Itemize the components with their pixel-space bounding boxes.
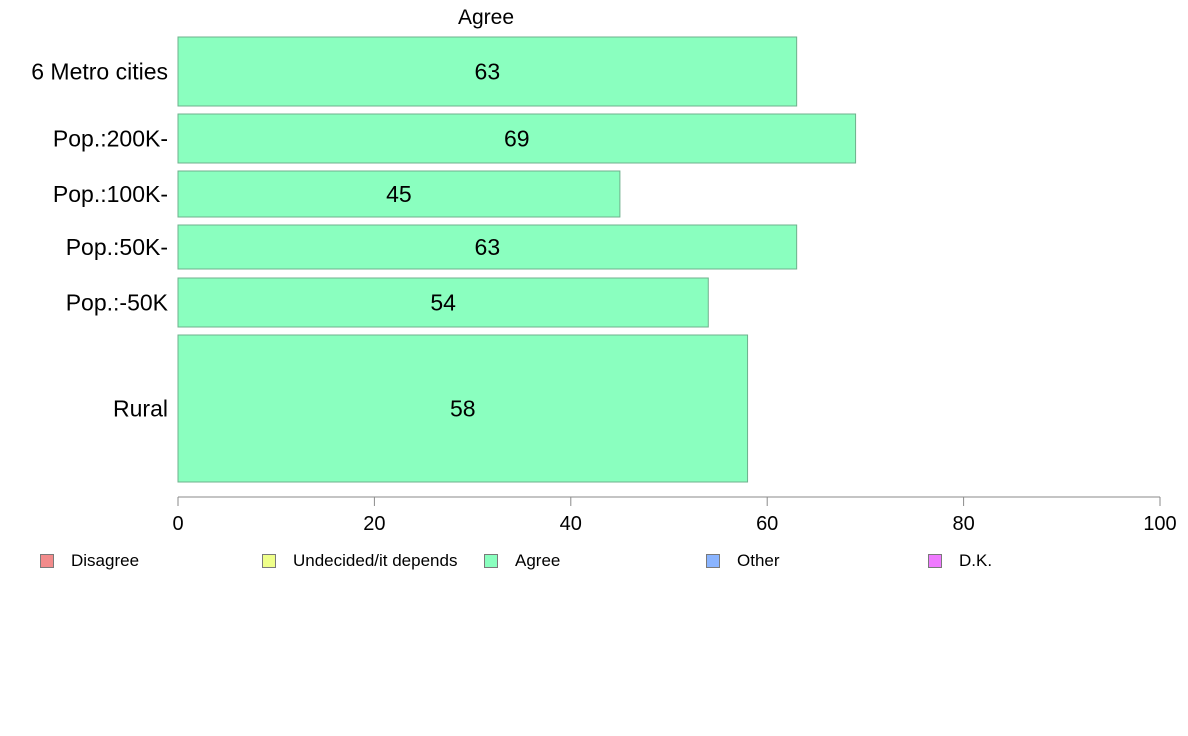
legend-swatch-undecided [262,554,276,568]
legend-item-undecided: Undecided/it depends [262,548,457,574]
category-label-6-metro-cities: 6 Metro cities [31,59,168,85]
legend-swatch-dk [928,554,942,568]
category-label-pop-200k: Pop.:200K- [53,126,168,152]
data-label-pop-100k: 45 [386,181,412,207]
x-tick-label-0: 0 [172,513,183,535]
x-tick-label-60: 60 [756,513,778,535]
bar-pop-100k [177,170,621,218]
x-tick-label-20: 20 [363,513,385,535]
legend-swatch-other [706,554,720,568]
bar-pop-50k [177,224,798,270]
data-label-pop-50k: 63 [475,234,501,260]
bar-chart: Agree 63 6 Metro cities 69 Pop.:200K- 45 Pop.… [31,6,1176,535]
x-tick-label-80: 80 [952,513,974,535]
category-label-pop-50k: Pop.:50K- [66,234,168,260]
data-label-rural: 58 [450,396,476,422]
data-label-6-metro-cities: 63 [475,59,501,85]
x-tick-label-40: 40 [560,513,582,535]
legend-swatch-disagree [40,554,54,568]
x-tick-label-100: 100 [1143,513,1176,535]
legend: Disagree Undecided/it depends Agree Othe… [0,548,1188,574]
bar-pop-50k [177,277,709,328]
category-label-rural: Rural [113,396,168,422]
chart-title: Agree [458,6,514,29]
bar-rural [177,334,749,483]
legend-item-agree: Agree [484,548,560,574]
bar-6-metro-cities [177,36,798,107]
category-label-pop-50k: Pop.:-50K [66,290,169,316]
data-label-pop-50k: 54 [430,290,456,316]
legend-label-disagree: Disagree [71,551,140,570]
category-label-pop-100k: Pop.:100K- [53,181,168,207]
legend-swatch-agree [484,554,498,568]
legend-item-other: Other [706,548,780,574]
legend-label-agree: Agree [515,551,561,570]
data-label-pop-200k: 69 [504,126,530,152]
legend-item-dk: D.K. [928,548,992,574]
legend-item-disagree: Disagree [40,548,139,574]
bar-pop-200k [177,113,857,164]
legend-label-dk: D.K. [959,551,993,570]
legend-label-other: Other [737,551,780,570]
legend-label-undecided: Undecided/it depends [293,551,458,570]
